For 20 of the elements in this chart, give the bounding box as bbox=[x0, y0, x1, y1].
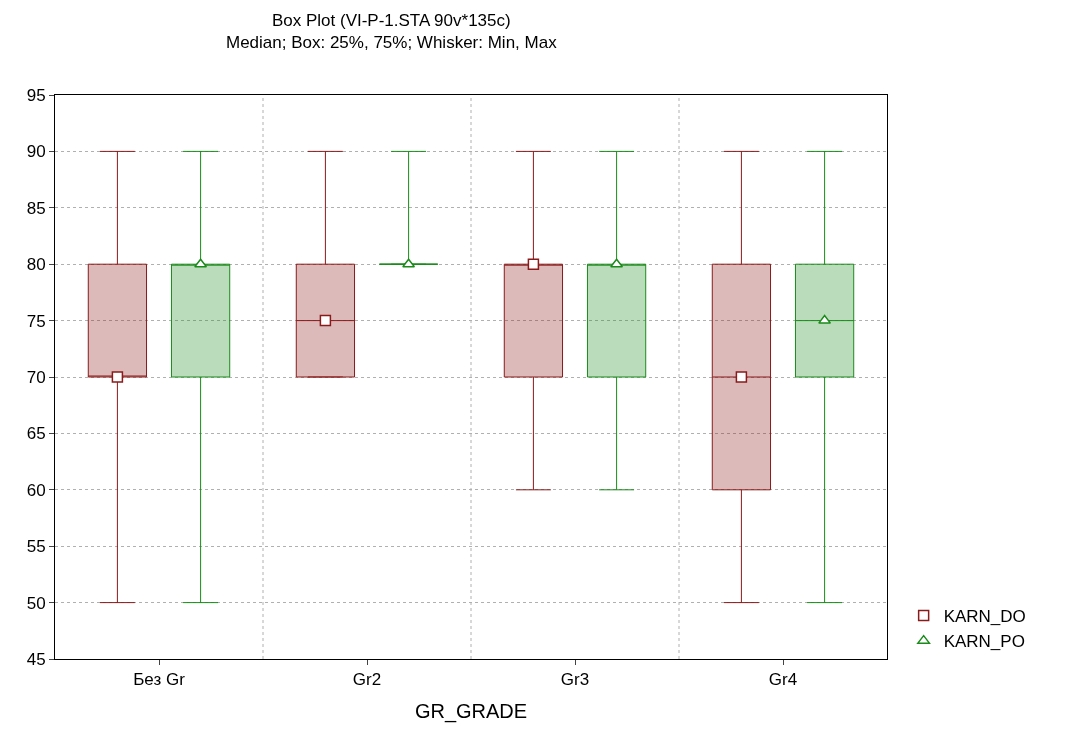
y-tick-label: 45 bbox=[26, 649, 46, 669]
y-tick-label: 95 bbox=[26, 85, 46, 105]
chart-title: Box Plot (VI-P-1.STA 90v*135c) bbox=[271, 10, 511, 30]
y-tick-label: 75 bbox=[26, 311, 46, 331]
legend-label: KARN_PO bbox=[943, 632, 1025, 652]
chart-subtitle: Median; Box: 25%, 75%; Whisker: Min, Max bbox=[225, 32, 558, 52]
y-tick-label: 90 bbox=[26, 142, 46, 162]
y-tick-label: 70 bbox=[26, 367, 46, 387]
x-axis-title: GR_GRADE bbox=[414, 699, 528, 723]
x-tick-label: Gr2 bbox=[352, 670, 382, 690]
y-tick-label: 55 bbox=[26, 537, 46, 557]
y-tick-label: 65 bbox=[26, 424, 46, 444]
y-tick-label: 80 bbox=[26, 255, 46, 275]
y-tick-label: 50 bbox=[26, 593, 46, 613]
x-tick-label: Gr4 bbox=[768, 670, 798, 690]
x-tick-label: Без Gr bbox=[133, 670, 186, 690]
x-tick-label: Gr3 bbox=[560, 670, 590, 690]
y-tick-label: 85 bbox=[26, 198, 46, 218]
y-tick-label: 60 bbox=[26, 480, 46, 500]
legend-label: KARN_DO bbox=[943, 607, 1026, 627]
